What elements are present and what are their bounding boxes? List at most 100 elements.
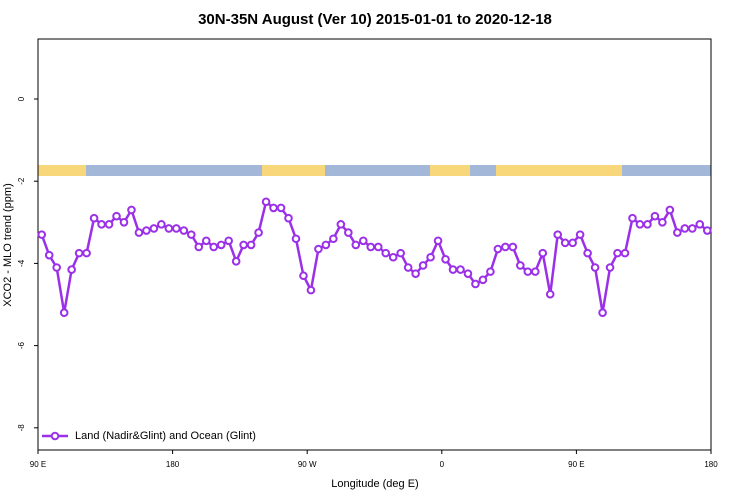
data-point <box>52 263 61 272</box>
data-point <box>650 211 660 221</box>
data-point <box>702 226 712 235</box>
data-point <box>59 308 69 318</box>
data-point <box>44 250 54 260</box>
data-point <box>523 267 533 276</box>
data-point <box>351 240 361 250</box>
data-point <box>673 228 682 237</box>
data-point <box>433 236 443 246</box>
data-point <box>403 263 413 272</box>
data-point <box>695 220 705 229</box>
data-point <box>142 226 151 235</box>
data-point <box>37 230 47 239</box>
data-point <box>157 220 166 229</box>
y-tick-label: 0 <box>17 96 26 101</box>
data-point <box>149 224 159 233</box>
data-point <box>336 220 346 229</box>
data-point <box>97 220 106 229</box>
plot-frame <box>37 38 712 451</box>
land-ocean-strip <box>38 165 711 176</box>
data-point <box>575 230 585 239</box>
data-point <box>441 254 450 264</box>
data-point <box>104 220 114 229</box>
data-point <box>426 252 435 262</box>
data-point <box>538 248 548 258</box>
data-point <box>314 244 323 254</box>
data-point <box>164 224 174 233</box>
land-strip <box>262 165 325 176</box>
data-point <box>688 224 697 233</box>
data-point <box>516 261 525 270</box>
data-point <box>344 228 353 237</box>
x-tick-label: 90 E <box>30 460 46 469</box>
land-strip <box>38 165 86 176</box>
data-point <box>284 213 293 223</box>
legend-marker <box>50 431 60 441</box>
data-point <box>598 308 607 318</box>
ocean-strip <box>38 165 711 176</box>
x-axis-label: Longitude (deg E) <box>331 478 418 490</box>
data-point <box>67 265 76 274</box>
data-point <box>201 236 211 246</box>
data-point <box>239 240 248 250</box>
data-point <box>478 275 488 285</box>
data-point <box>119 218 129 227</box>
land-strip <box>496 165 622 176</box>
data-point <box>276 203 286 213</box>
data-point <box>321 240 331 250</box>
data-point <box>396 248 405 258</box>
data-point <box>463 269 473 278</box>
data-point <box>486 267 495 276</box>
data-point <box>224 236 233 246</box>
data-point <box>583 248 592 258</box>
data-point <box>209 242 219 252</box>
data-point <box>590 263 600 272</box>
y-axis-label: XCO2 - MLO trend (ppm) <box>2 183 14 306</box>
data-point <box>568 238 577 248</box>
data-point <box>172 224 181 233</box>
data-point <box>89 213 99 223</box>
data-point <box>306 285 316 295</box>
data-point <box>471 279 480 289</box>
data-point <box>261 197 271 207</box>
data-point <box>418 261 428 270</box>
data-point <box>643 220 652 229</box>
data-point <box>665 205 675 215</box>
legend-label: Land (Nadir&Glint) and Ocean (Glint) <box>75 430 256 442</box>
data-point <box>216 240 226 250</box>
x-tick-label: 0 <box>440 460 445 469</box>
data-point <box>553 230 563 239</box>
x-tick-label: 180 <box>166 460 180 469</box>
data-point <box>112 211 121 221</box>
data-point <box>605 263 615 272</box>
y-tick-label: -8 <box>17 424 26 432</box>
data-point <box>680 224 690 233</box>
data-point <box>530 267 540 276</box>
y-tick-label: -2 <box>17 177 26 185</box>
data-point <box>269 203 278 213</box>
data-point <box>246 240 256 250</box>
land-strip <box>430 165 470 176</box>
data-point <box>291 234 301 244</box>
data-point <box>411 269 420 278</box>
data-point <box>373 242 383 252</box>
data-point <box>74 248 84 258</box>
data-point <box>179 226 189 235</box>
x-tick-label: 90 E <box>568 460 584 469</box>
data-point <box>299 271 308 281</box>
data-point <box>231 257 241 266</box>
data-point <box>501 242 510 252</box>
data-point <box>358 236 368 246</box>
data-point <box>613 248 622 258</box>
data-point <box>545 289 555 299</box>
data-point <box>366 242 376 252</box>
data-point <box>388 252 398 262</box>
data-point <box>134 228 144 237</box>
data-point <box>186 230 196 239</box>
x-tick-label: 90 W <box>298 460 317 469</box>
data-point <box>620 248 630 258</box>
data-point <box>493 244 503 254</box>
data-point <box>658 218 667 227</box>
y-tick-label: -4 <box>17 259 26 267</box>
